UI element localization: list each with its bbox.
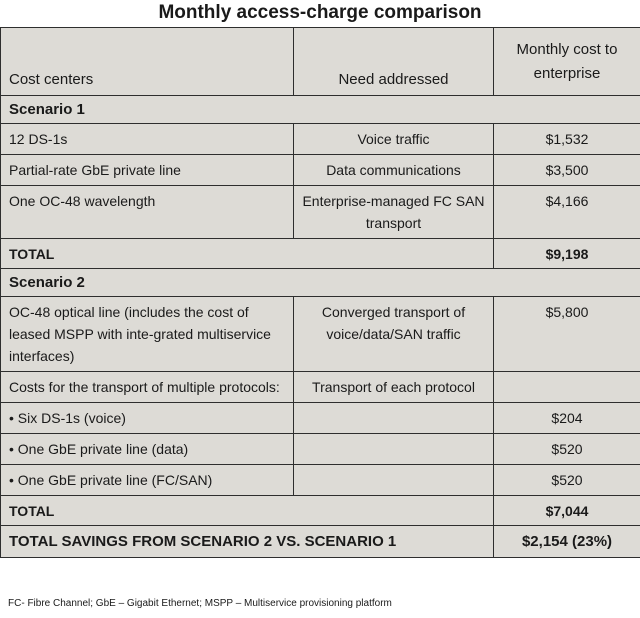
header-need-addressed: Need addressed [293, 27, 494, 96]
cost-center-cell: 12 DS-1s [0, 123, 294, 155]
total-label: TOTAL [0, 238, 494, 269]
scenario2-total-row: TOTAL $7,044 [0, 495, 640, 526]
table-row: Partial-rate GbE private line Data commu… [0, 154, 640, 186]
cost-cell: $520 [493, 464, 640, 496]
table-row: • One GbE private line (FC/SAN) $520 [0, 464, 640, 496]
scenario1-label: Scenario 1 [0, 95, 640, 124]
table-row: • Six DS-1s (voice) $204 [0, 402, 640, 434]
scenario2-label: Scenario 2 [0, 268, 640, 297]
footnote: FC- Fibre Channel; GbE – Gigabit Etherne… [8, 598, 392, 609]
table-title: Monthly access-charge comparison [158, 2, 482, 23]
cost-center-cell: Costs for the transport of multiple prot… [0, 371, 294, 403]
cost-center-cell: • One GbE private line (data) [0, 433, 294, 465]
need-cell: Transport of each protocol [293, 371, 494, 403]
cost-cell: $4,166 [493, 185, 640, 239]
need-cell: Converged transport of voice/data/SAN tr… [293, 296, 494, 372]
savings-row: TOTAL SAVINGS FROM SCENARIO 2 VS. SCENAR… [0, 525, 640, 558]
scenario1-total-row: TOTAL $9,198 [0, 238, 640, 269]
total-label: TOTAL [0, 495, 494, 526]
cost-cell [493, 371, 640, 403]
table-row: 12 DS-1s Voice traffic $1,532 [0, 123, 640, 155]
header-cost-centers: Cost centers [0, 27, 294, 96]
need-cell: Data communications [293, 154, 494, 186]
need-cell [293, 433, 494, 465]
cost-cell: $1,532 [493, 123, 640, 155]
table-row: One OC-48 wavelength Enterprise-managed … [0, 185, 640, 239]
cost-center-cell: OC-48 optical line (includes the cost of… [0, 296, 294, 372]
cost-cell: $3,500 [493, 154, 640, 186]
table-row: Costs for the transport of multiple prot… [0, 371, 640, 403]
cost-cell: $520 [493, 433, 640, 465]
need-cell [293, 464, 494, 496]
savings-label: TOTAL SAVINGS FROM SCENARIO 2 VS. SCENAR… [0, 525, 494, 558]
need-cell: Enterprise-managed FC SAN transport [293, 185, 494, 239]
savings-value: $2,154 (23%) [493, 525, 640, 558]
comparison-table: Cost centers Need addressed Monthly cost… [0, 27, 640, 558]
header-row: Cost centers Need addressed Monthly cost… [0, 27, 640, 96]
cost-cell: $5,800 [493, 296, 640, 372]
total-value: $9,198 [493, 238, 640, 269]
cost-center-cell: Partial-rate GbE private line [0, 154, 294, 186]
cost-center-cell: • Six DS-1s (voice) [0, 402, 294, 434]
cost-center-cell: • One GbE private line (FC/SAN) [0, 464, 294, 496]
table-row: • One GbE private line (data) $520 [0, 433, 640, 465]
scenario2-heading-row: Scenario 2 [0, 268, 640, 297]
table-row: OC-48 optical line (includes the cost of… [0, 296, 640, 372]
total-value: $7,044 [493, 495, 640, 526]
header-monthly-cost: Monthly cost to enterprise [493, 27, 640, 96]
cost-center-cell: One OC-48 wavelength [0, 185, 294, 239]
need-cell [293, 402, 494, 434]
cost-cell: $204 [493, 402, 640, 434]
need-cell: Voice traffic [293, 123, 494, 155]
scenario1-heading-row: Scenario 1 [0, 95, 640, 124]
